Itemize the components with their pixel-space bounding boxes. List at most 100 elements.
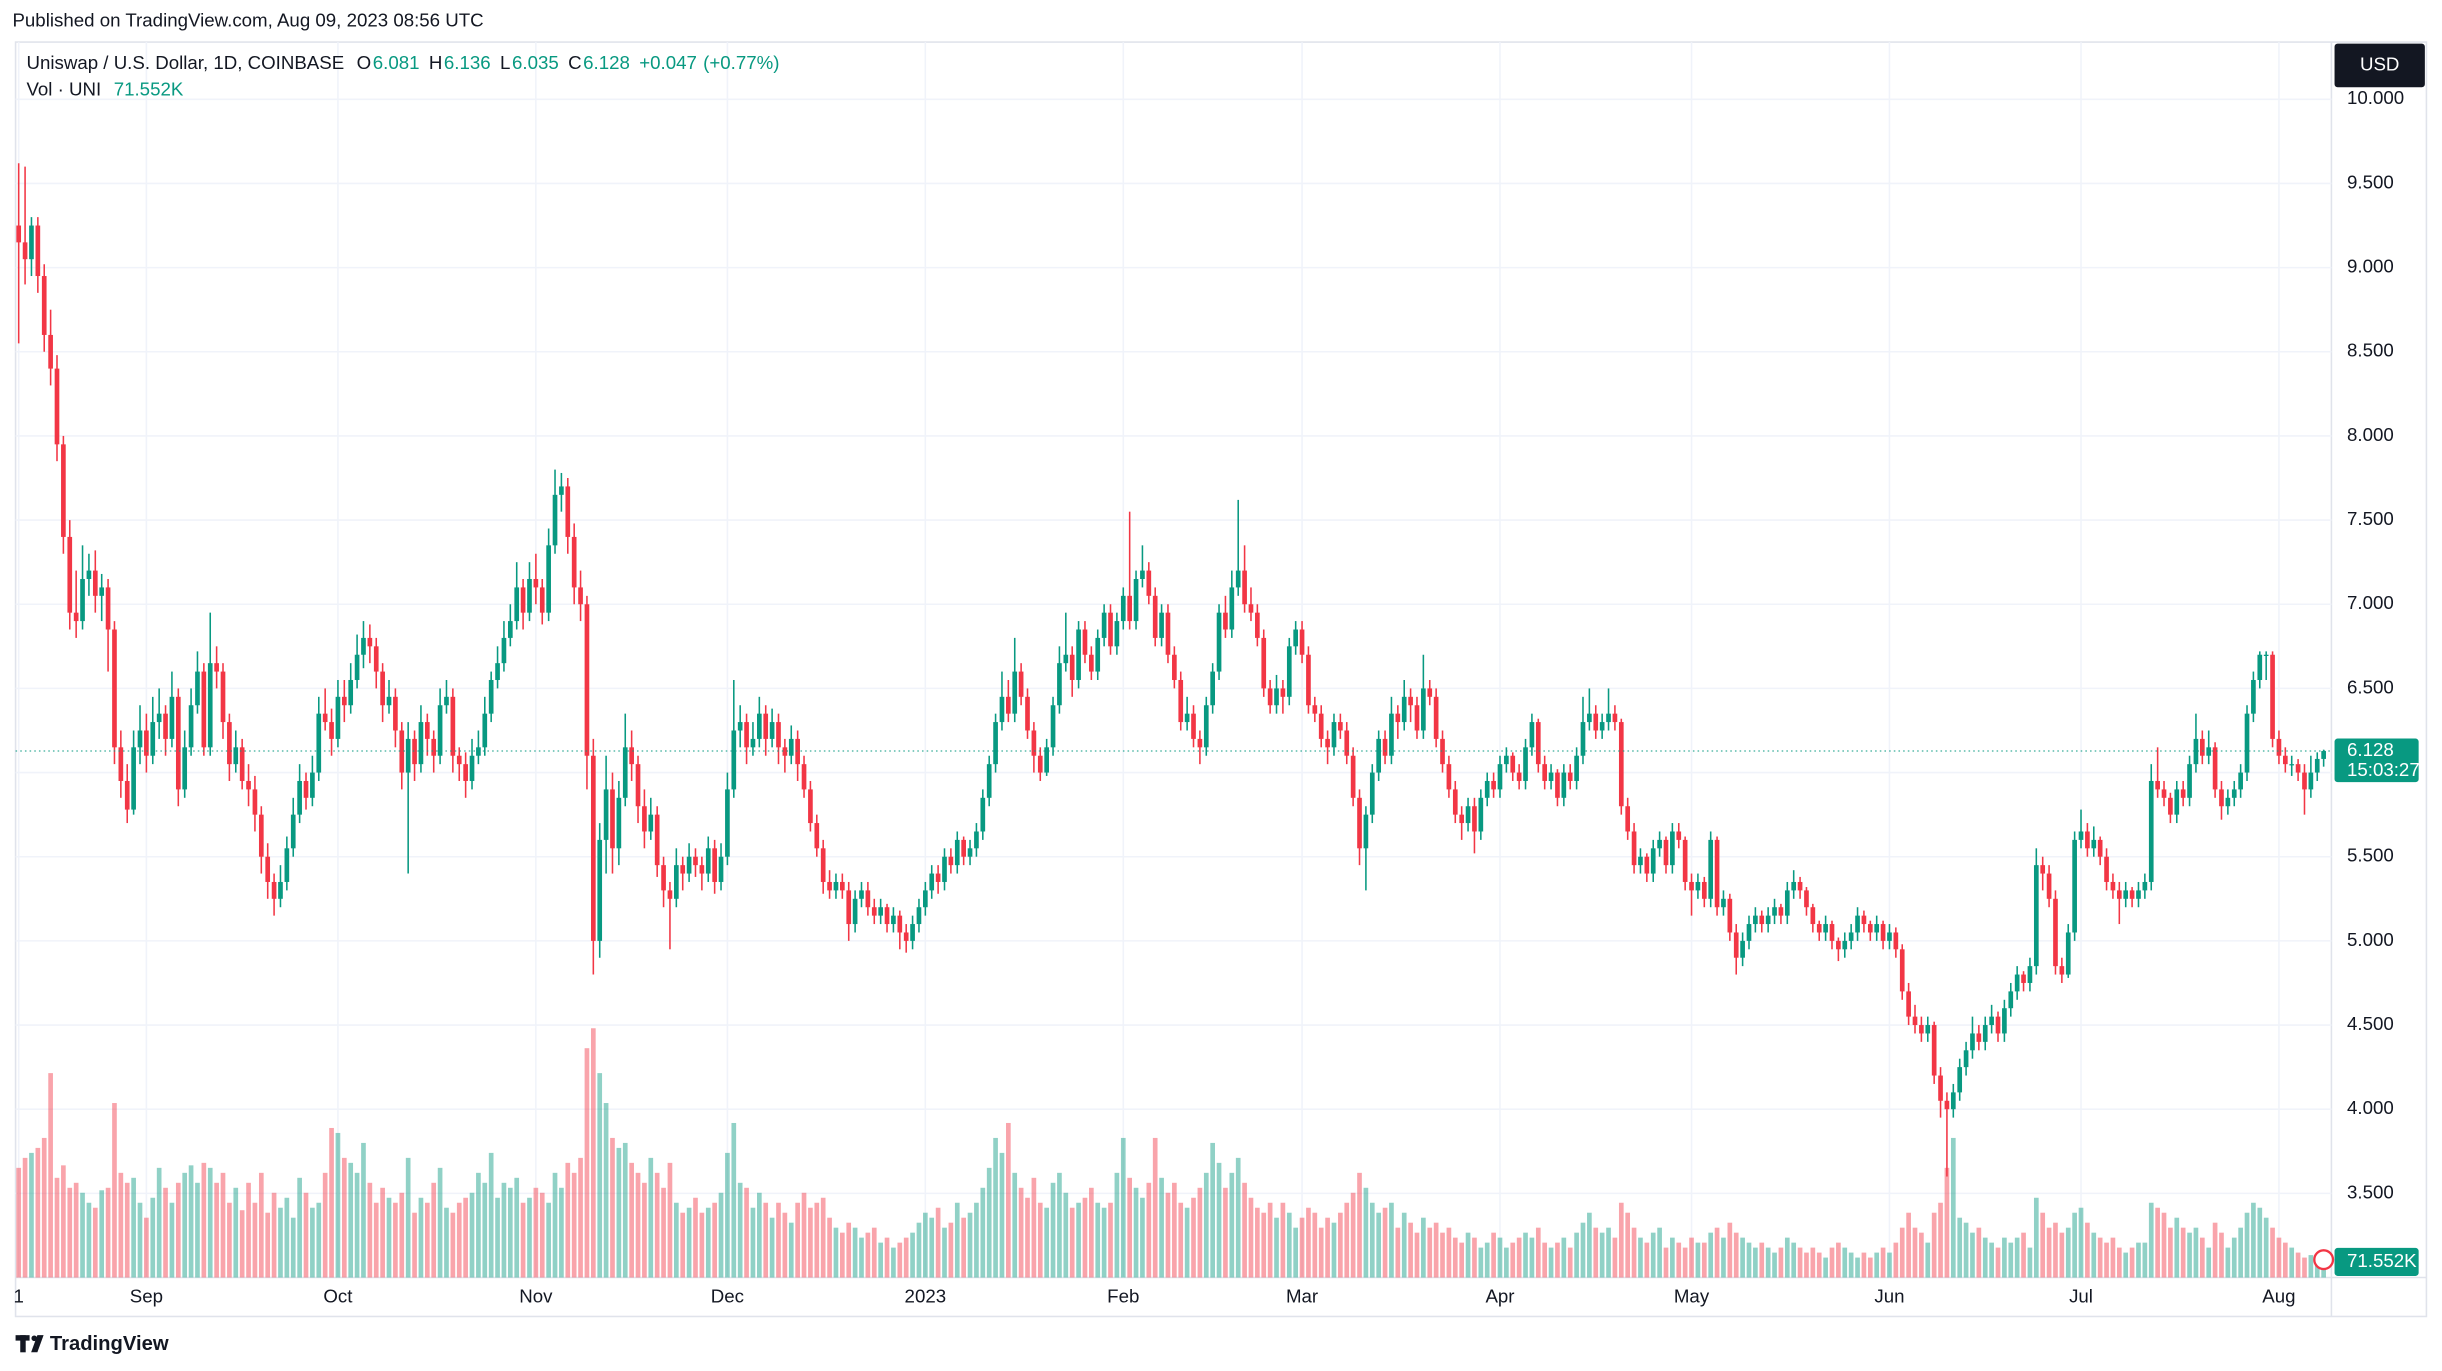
tradingview-logo <box>15 1335 44 1353</box>
candle-body <box>2199 738 2205 756</box>
candle-body <box>278 881 283 899</box>
x-tick-label: 1 <box>13 1286 23 1307</box>
candle-body <box>99 587 105 596</box>
volume-bar <box>801 1192 807 1278</box>
candle-body <box>622 747 628 798</box>
volume-bar <box>361 1142 366 1278</box>
volume-value-label: 71.552K <box>2347 1250 2417 1271</box>
volume-bar <box>1184 1207 1190 1278</box>
currency-box[interactable] <box>2334 43 2425 88</box>
volume-bar <box>86 1202 92 1278</box>
volume-bar <box>431 1182 437 1278</box>
volume-bar <box>1318 1227 1324 1278</box>
candle-body <box>501 637 507 664</box>
volume-bar <box>1689 1237 1694 1278</box>
volume-bar <box>1491 1232 1496 1278</box>
candle-body <box>2040 865 2046 874</box>
candle-body <box>175 696 181 790</box>
candle-body <box>1753 915 1758 925</box>
x-tick-label: Apr <box>1485 1286 1514 1307</box>
candle-body <box>1580 722 1586 756</box>
volume-bar <box>1095 1202 1101 1278</box>
candle-body <box>1082 629 1088 655</box>
y-tick-label: 7.000 <box>2347 592 2394 613</box>
volume-bar <box>1989 1242 1994 1278</box>
candle-body <box>686 856 692 874</box>
candle-body <box>1197 738 1203 748</box>
candle-body <box>1689 881 1694 891</box>
candle-body <box>610 789 615 849</box>
candle-body <box>654 814 660 866</box>
candle-body <box>1414 705 1420 731</box>
candle-body <box>1516 772 1522 781</box>
candle-body <box>769 722 775 739</box>
volume-bar <box>2072 1212 2077 1278</box>
volume-bar <box>1899 1227 1905 1278</box>
volume-bar <box>2110 1237 2116 1278</box>
candle-body <box>2289 764 2295 766</box>
candle-body <box>1012 671 1018 714</box>
volume-bar <box>2308 1255 2314 1278</box>
volume-bar <box>2142 1242 2148 1278</box>
volume-bar <box>1938 1202 1943 1278</box>
candle-body <box>967 848 973 857</box>
volume-bar <box>654 1172 660 1278</box>
volume-bar <box>597 1073 603 1278</box>
candle-body <box>1931 1025 1937 1076</box>
candle-body <box>590 755 596 941</box>
candle-body <box>1638 856 1643 866</box>
volume-bar <box>1082 1197 1088 1278</box>
candle-body <box>1146 570 1152 596</box>
candle-body <box>948 856 954 866</box>
volume-bar <box>2257 1207 2263 1278</box>
candle-body <box>680 865 686 874</box>
volume-bar <box>897 1242 903 1278</box>
candle-body <box>2123 890 2129 899</box>
volume-bar <box>1548 1247 1554 1278</box>
volume-bar <box>2206 1247 2212 1278</box>
candle-body <box>1765 915 1771 925</box>
volume-bar <box>2078 1207 2084 1278</box>
volume-bar <box>1133 1187 1139 1278</box>
candle-body <box>514 587 520 622</box>
volume-bar <box>757 1192 762 1278</box>
candle-body <box>469 755 475 781</box>
volume-bar <box>1293 1227 1299 1278</box>
candle-body <box>1152 595 1158 638</box>
candle-body <box>2244 713 2250 773</box>
volume-bar <box>1357 1172 1362 1278</box>
volume-bar <box>380 1187 385 1278</box>
candle-body <box>239 747 245 781</box>
candle-body <box>54 368 60 445</box>
candle-body <box>552 494 558 546</box>
volume-bar <box>1765 1247 1771 1278</box>
volume-bar <box>993 1137 998 1278</box>
currency-label[interactable]: USD <box>2360 53 2399 74</box>
candle-body <box>1472 806 1477 832</box>
candle-body <box>1357 797 1362 849</box>
volume-bar <box>329 1127 334 1278</box>
volume-bar <box>2187 1232 2192 1278</box>
candle-body <box>2085 831 2090 849</box>
candle-body <box>456 755 462 765</box>
volume-bar <box>2251 1202 2256 1278</box>
candle-body <box>1344 730 1350 756</box>
candle-body <box>840 881 845 891</box>
volume-bar <box>699 1212 705 1278</box>
candle-body <box>1363 814 1369 849</box>
candle-body <box>1510 755 1516 773</box>
volume-bar <box>814 1202 820 1278</box>
volume-bar <box>1670 1237 1675 1278</box>
candle-body <box>565 486 571 537</box>
candle-body <box>2059 966 2065 975</box>
candle-body <box>1663 839 1669 866</box>
volume-bar <box>29 1152 34 1278</box>
volume-bar <box>1535 1227 1541 1278</box>
volume-bar <box>271 1192 277 1278</box>
volume-bar <box>2263 1217 2269 1278</box>
volume-bar <box>73 1182 79 1278</box>
candle-body <box>2142 881 2148 891</box>
candle-body <box>1593 713 1599 731</box>
volume-bar <box>942 1227 947 1278</box>
volume-bar <box>1069 1207 1075 1278</box>
